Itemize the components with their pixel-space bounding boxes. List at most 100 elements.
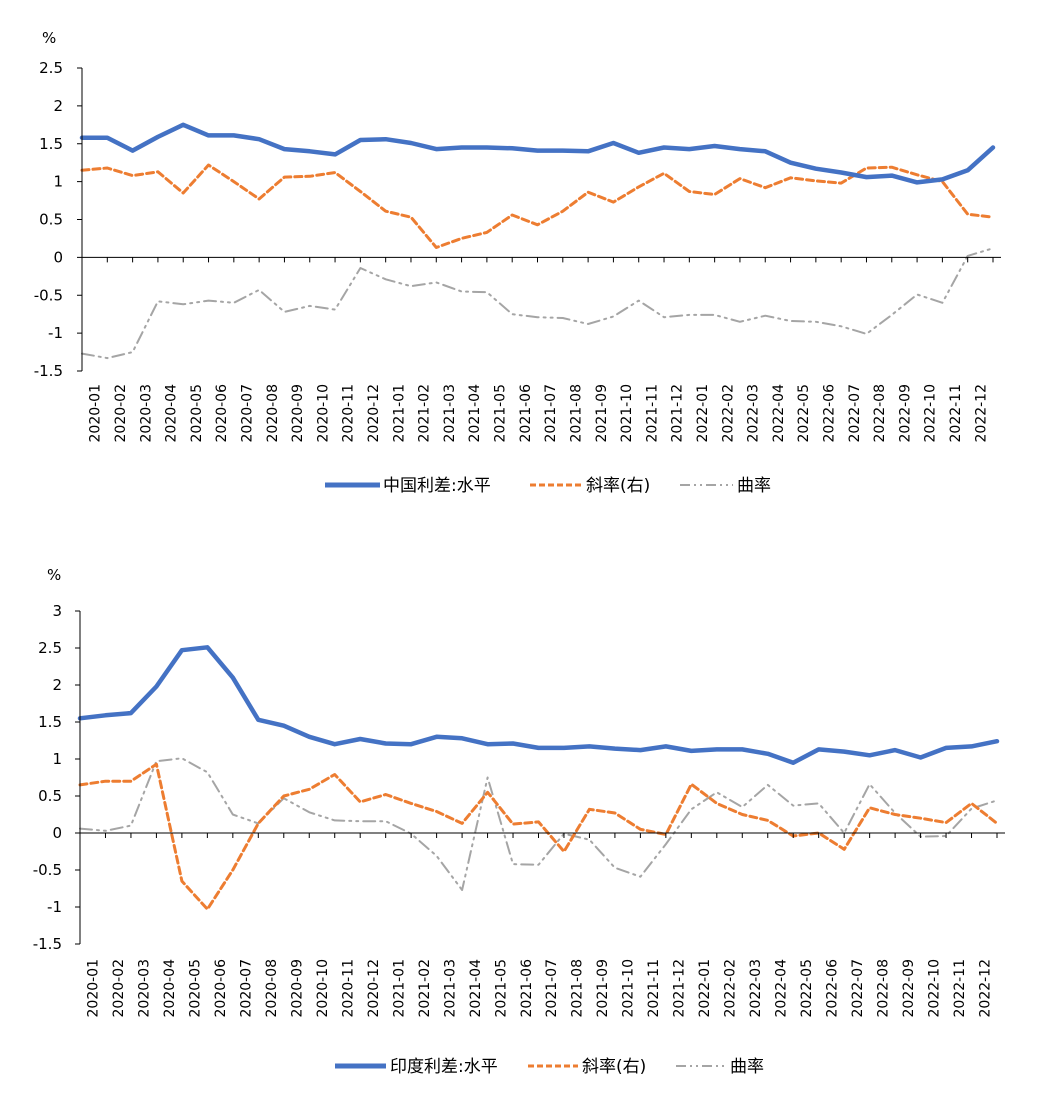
chart2-x-tick-label: 2021-08 [570,959,586,1018]
chart1-x-tick-label: 2020-01 [88,384,104,443]
chart2-series-lines [77,645,1000,911]
chart1-y-tick-label: 0.5 [39,211,63,229]
chart1-x-tick-label: 2021-06 [518,384,534,443]
chart1-x-tick-label: 2021-09 [594,384,610,443]
chart2-x-tick-label: 2021-02 [417,959,433,1018]
chart1-x-tick-label: 2020-04 [164,384,180,443]
chart1-x-tick-label: 2021-01 [391,384,407,443]
chart2-y-tick-label: 0 [52,824,62,842]
chart1-x-tick-label: 2022-10 [923,384,939,443]
chart1-x-tick-label: 2022-12 [973,384,989,443]
chart2-x-tick-label: 2022-07 [850,959,866,1018]
chart1-x-tick-label: 2021-12 [670,384,686,443]
chart2-x-tick-label: 2022-08 [875,959,891,1018]
chart2-x-tick-label: 2020-07 [239,959,255,1018]
chart1-x-tick-label: 2020-08 [265,384,281,443]
chart1-y-tick-label: -1 [48,324,63,342]
chart1-y-tick-label: 2.5 [39,59,63,77]
chart2-x-tick-label: 2021-06 [519,959,535,1018]
chart1-x-tick-label: 2021-04 [467,384,483,443]
chart2-x-tick-label: 2021-10 [621,959,637,1018]
chart2-legend-label-curvature: 曲率 [730,1057,764,1077]
chart2-x-tick-label: 2021-12 [672,959,688,1018]
chart2-x-tick-label: 2020-01 [86,959,102,1018]
chart2-x-tick-label: 2021-04 [468,959,484,1018]
chart2-x-tick-label: 2020-05 [188,959,204,1018]
chart2-x-tick-label: 2022-06 [824,959,840,1018]
chart2-x-tick-label: 2022-05 [799,959,815,1018]
chart1-x-tick-label: 2021-10 [619,384,635,443]
chart1-x-tick-label: 2022-03 [746,384,762,443]
chart2-x-tick-label: 2020-11 [340,959,356,1018]
chart1-x-tick-label: 2020-11 [341,384,357,443]
chart2-x-tick-label: 2020-04 [162,959,178,1018]
chart2-y-tick-label: 2 [52,676,62,694]
chart1-x-tick-label: 2021-05 [493,384,509,443]
chart1-y-tick-label: -0.5 [34,286,63,304]
chart2-legend: 印度利差:水平 斜率(右) 曲率 [335,1057,764,1077]
chart2-legend-label-slope: 斜率(右) [582,1057,646,1077]
chart1-x-tick-label: 2022-06 [822,384,838,443]
chart1-y-axis-ticks: 2.5 2 1.5 1 0.5 0 -0.5 -1 -1.5 [34,59,63,380]
chart1-series-line-slope [80,163,995,249]
chart1-x-tick-label: 2022-08 [872,384,888,443]
chart2-y-tick-label: -0.5 [33,861,62,879]
chart2-x-tick-label: 2021-05 [493,959,509,1018]
chart1-legend-label-slope: 斜率(右) [586,476,650,496]
chart1-y-tick-label: -1.5 [34,362,63,380]
chart1-x-tick-label: 2021-11 [644,384,660,443]
chart2-x-tick-label: 2022-03 [748,959,764,1018]
chart2-unit-label: % [47,566,61,584]
india-spread-chart: % 3 2.5 2 1.5 1 0.5 0 -0.5 -1 -1.5 2020-01 2020-02… [33,566,1005,1077]
chart1-x-tick-label: 2022-11 [948,384,964,443]
chart2-x-tick-label: 2020-08 [264,959,280,1018]
chart2-y-tick-label: 2.5 [38,639,62,657]
chart2-x-tick-label: 2021-03 [442,959,458,1018]
chart1-series-lines [79,122,996,360]
chart2-x-tick-label: 2020-06 [213,959,229,1018]
china-spread-chart: % 2.521.510.50-0.5-1-1.5 2020-01 2020-02 2… [34,29,1001,496]
chart1-y-tick-label: 2 [53,97,63,115]
chart2-series-line-curvature [79,757,998,891]
chart2-series-line-level [77,645,1000,765]
chart2-x-tick-label: 2021-01 [391,959,407,1018]
chart2-x-tick-label: 2022-01 [697,959,713,1018]
chart1-x-tick-label: 2022-09 [897,384,913,443]
chart1-series-line-level [79,122,996,185]
chart1-x-tick-label: 2022-02 [720,384,736,443]
chart1-legend-label-level: 中国利差:水平 [383,476,491,496]
chart2-x-tick-label: 2021-07 [544,959,560,1018]
chart2-x-tick-label: 2022-02 [723,959,739,1018]
chart2-x-tick-label: 2022-09 [901,959,917,1018]
chart1-x-tick-label: 2022-05 [796,384,812,443]
chart1-x-tick-label: 2022-04 [771,384,787,443]
chart1-x-axis-ticks: 2020-01 2020-02 2020-03 2020-04 2020-05 2020-… [88,384,990,443]
chart2-x-tick-label: 2020-09 [290,959,306,1018]
chart1-axes [77,67,1001,372]
chart2-y-tick-label: 1 [52,750,62,768]
chart2-series-line-slope [78,762,999,911]
chart2-y-tick-label: -1.5 [33,935,62,953]
chart2-x-tick-label: 2020-02 [111,959,127,1018]
chart1-x-tick-label: 2020-12 [366,384,382,443]
chart2-x-tick-label: 2022-12 [977,959,993,1018]
chart2-x-tick-label: 2021-11 [646,959,662,1018]
chart1-x-tick-label: 2022-01 [695,384,711,443]
chart2-y-tick-label: -1 [47,898,62,916]
chart2-y-tick-label: 1.5 [38,713,62,731]
chart1-x-tick-label: 2020-02 [113,384,129,443]
chart2-x-tick-label: 2020-12 [366,959,382,1018]
chart1-x-tick-label: 2021-07 [543,384,559,443]
chart1-y-tick-label: 1 [53,173,63,191]
chart1-unit-label: % [42,29,56,47]
chart1-x-tick-label: 2020-05 [189,384,205,443]
chart1-x-tick-label: 2022-07 [847,384,863,443]
chart1-y-tick-label: 1.5 [39,135,63,153]
chart2-x-axis-ticks: 2020-01 2020-02 2020-03 2020-04 2020-05 2020-… [86,959,994,1018]
chart2-y-tick-label: 3 [52,602,62,620]
chart1-legend-label-curvature: 曲率 [737,476,771,496]
chart2-x-tick-label: 2021-09 [595,959,611,1018]
chart2-y-tick-label: 0.5 [38,787,62,805]
chart2-axes [75,610,1005,945]
